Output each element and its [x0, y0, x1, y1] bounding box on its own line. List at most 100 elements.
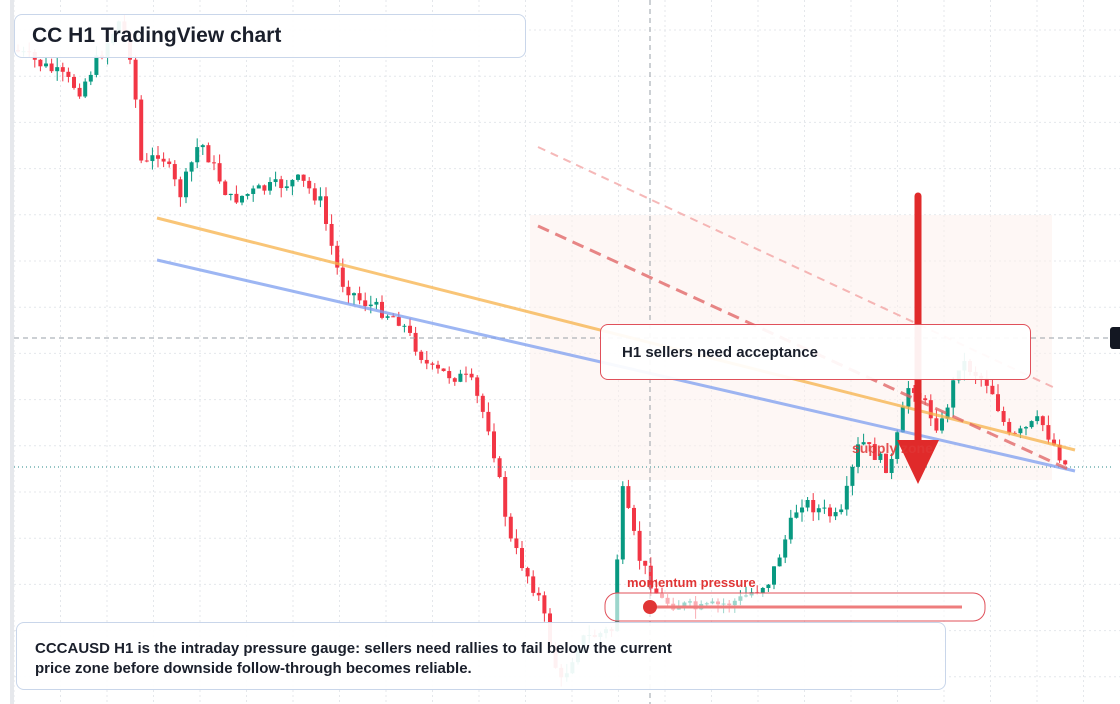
candle-body [279, 179, 284, 189]
candle-body [94, 55, 99, 75]
candle-body [385, 316, 390, 318]
candle-body [777, 557, 782, 567]
arrow-head [897, 440, 939, 484]
candle-body [452, 378, 457, 382]
candle-body [1040, 416, 1045, 426]
candle-body [828, 507, 832, 517]
candle-body [374, 301, 379, 305]
candle-body [514, 538, 519, 549]
candle-body [217, 163, 222, 182]
candle-body [984, 378, 989, 386]
candle-body [895, 432, 900, 459]
candle-body [648, 565, 653, 589]
candle-body [1024, 427, 1028, 429]
candle-body [312, 188, 317, 201]
candle-body [60, 67, 65, 72]
candle-body [940, 418, 944, 431]
candle-body [503, 477, 508, 517]
candle-body [150, 155, 155, 161]
candle-body [318, 196, 323, 201]
candle-body [850, 466, 855, 486]
candle-body [83, 81, 88, 97]
candle-body [133, 59, 138, 100]
candle-body [55, 67, 60, 72]
candle-body [245, 193, 250, 196]
candle-body [178, 179, 183, 198]
candle-body [542, 595, 547, 614]
candle-body [441, 368, 446, 372]
candle-body [1001, 411, 1006, 422]
candle-body [1029, 421, 1034, 428]
candle-body [475, 377, 480, 396]
candle-body [833, 512, 838, 517]
candle-body [380, 301, 384, 318]
candle-body [447, 371, 452, 379]
candle-body [760, 587, 765, 593]
candle-body [469, 373, 474, 378]
candle-body [632, 507, 636, 531]
candle-body [839, 509, 844, 513]
candle-body [805, 500, 810, 508]
candle-body [531, 576, 536, 593]
title: CC H1 TradingView chart [14, 14, 526, 58]
candle-body [363, 300, 368, 307]
candle-body [346, 286, 351, 296]
candle-body [637, 530, 642, 561]
candle-body [934, 418, 939, 431]
candle-body [996, 394, 1000, 412]
candle-body [620, 486, 625, 560]
candle-body [626, 486, 631, 508]
candle-body [301, 174, 306, 181]
candle-body [77, 87, 82, 97]
gauge-label: momentum pressure [627, 575, 756, 590]
candle-body [144, 160, 149, 162]
channel-line [537, 146, 1056, 389]
candle-body [161, 158, 166, 162]
candle-body [872, 444, 877, 460]
candle-body [212, 162, 216, 164]
candle-body [912, 388, 916, 393]
candle-body [324, 196, 328, 224]
caption-text: CCCAUSD H1 is the intraday pressure gaug… [35, 640, 672, 677]
candle-body [800, 507, 804, 513]
candle-body [38, 59, 43, 67]
candle-body [884, 453, 888, 473]
candle-body [200, 145, 205, 148]
candle-body [536, 592, 541, 596]
candle-body [44, 63, 48, 67]
candle-body [464, 373, 468, 375]
caption: CCCAUSD H1 is the intraday pressure gaug… [16, 622, 946, 690]
candle-body [816, 508, 821, 513]
price-tag [1110, 327, 1120, 349]
candle-body [1007, 421, 1012, 433]
candle-body [240, 195, 244, 203]
candle-body [889, 458, 894, 473]
candle-body [654, 588, 659, 594]
candle-body [396, 316, 401, 326]
candle-body [156, 155, 160, 159]
candle-body [262, 185, 267, 191]
candle-body [340, 267, 345, 287]
candle-body [436, 364, 440, 369]
candle-body [234, 193, 239, 203]
candle-body [329, 223, 334, 246]
candle-body [788, 517, 793, 540]
candle-body [492, 431, 496, 459]
candle-body [1046, 425, 1051, 440]
candle-body [184, 171, 188, 198]
candle-body [335, 245, 340, 268]
candle-body [419, 351, 424, 360]
candle-body [189, 162, 194, 172]
candle-body [1035, 416, 1040, 422]
candle-body [766, 584, 771, 588]
candle-body [408, 325, 412, 333]
candle-body [1057, 444, 1062, 461]
candle-body [794, 512, 799, 518]
callout: H1 sellers need acceptance [600, 324, 1031, 380]
candle-body [458, 373, 463, 382]
candle-body [497, 458, 502, 478]
candle-body [783, 539, 788, 558]
candle-body [822, 507, 827, 509]
candle-body [256, 185, 261, 189]
